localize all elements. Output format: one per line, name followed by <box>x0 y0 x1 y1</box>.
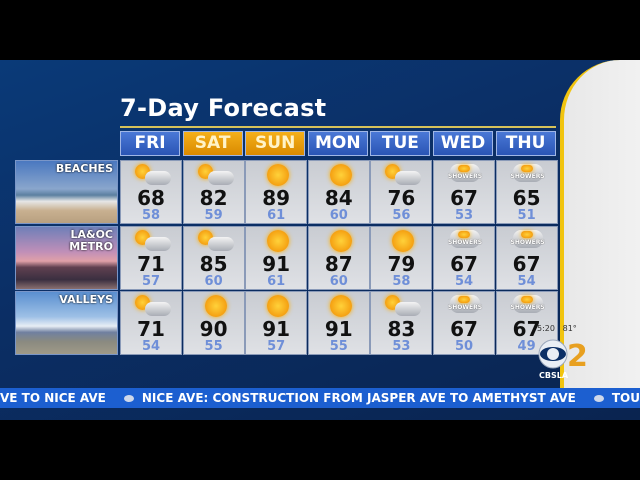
low-temp: 50 <box>454 339 474 354</box>
cbs-eye-icon <box>123 395 134 402</box>
title-divider <box>120 126 556 128</box>
high-temp: 67 <box>450 186 478 210</box>
side-panel <box>560 60 640 390</box>
logo-text: CBSLA <box>539 371 569 380</box>
high-temp: 71 <box>137 252 165 276</box>
cbs2-logo: 2 CBSLA <box>535 336 595 380</box>
forecast-cell: 90 55 <box>182 291 245 355</box>
showers-label: SHOWERS <box>510 304 545 311</box>
forecast-cell: 87 60 <box>307 226 370 290</box>
forecast-cell: 68 58 <box>120 160 182 224</box>
high-temp: 65 <box>512 186 541 210</box>
forecast-cell: 91 57 <box>245 291 308 355</box>
high-temp: 84 <box>324 186 353 210</box>
high-temp: 85 <box>199 252 228 276</box>
news-ticker: VE TO NICE AVE NICE AVE: CONSTRUCTION FRO… <box>0 388 640 408</box>
low-temp: 58 <box>392 274 411 289</box>
high-temp: 91 <box>262 252 291 276</box>
high-temp: 79 <box>387 252 416 276</box>
low-temp: 60 <box>329 208 348 223</box>
forecast-cell: 82 59 <box>182 160 245 224</box>
page-title: 7-Day Forecast <box>120 94 327 122</box>
low-temp: 54 <box>141 339 161 354</box>
low-temp: 61 <box>267 208 286 223</box>
low-temp: 55 <box>204 339 223 354</box>
high-temp: 83 <box>387 317 416 341</box>
high-temp: 91 <box>324 317 353 341</box>
forecast-cell: 84 60 <box>307 160 370 224</box>
forecast-cell: 83 53 <box>370 291 433 355</box>
high-temp: 89 <box>262 186 291 210</box>
channel-number: 2 <box>567 339 588 374</box>
low-temp: 60 <box>204 274 223 289</box>
day-header-thu: THU <box>495 131 556 156</box>
day-header-mon: MON <box>307 131 368 156</box>
forecast-cell: SHOWERS 67 53 <box>433 160 495 224</box>
showers-label: SHOWERS <box>510 173 545 180</box>
forecast-cell: 71 57 <box>120 226 182 290</box>
low-temp: 53 <box>454 208 474 223</box>
high-temp: 67 <box>450 252 478 276</box>
forecast-cell: 91 55 <box>307 291 370 355</box>
high-temp: 76 <box>387 186 416 210</box>
ticker-item: TOURMALINE <box>611 391 640 405</box>
cbs-eye-icon <box>593 395 604 402</box>
high-temp: 67 <box>512 252 541 276</box>
region-0: BEACHES <box>15 160 118 224</box>
low-temp: 61 <box>267 274 286 289</box>
low-temp: 56 <box>392 208 411 223</box>
forecast-cell: 79 58 <box>370 226 433 290</box>
time: 5:20 <box>537 324 555 333</box>
showers-label: SHOWERS <box>447 239 483 246</box>
forecast-cell: SHOWERS 67 54 <box>433 226 495 290</box>
high-temp: 82 <box>199 186 228 210</box>
forecast-cell: SHOWERS 67 50 <box>433 291 495 355</box>
region-1: LA&OC METRO <box>15 226 118 290</box>
high-temp: 68 <box>137 186 165 210</box>
forecast-graphic: 7-Day Forecast FRI SAT SUN MON TUE WED THU BEAC… <box>0 60 640 420</box>
high-temp: 67 <box>512 317 541 341</box>
day-header-fri: FRI <box>120 131 180 156</box>
low-temp: 54 <box>517 274 536 289</box>
region-label: BEACHES <box>55 162 113 175</box>
showers-label: SHOWERS <box>447 304 483 311</box>
forecast-cell: 85 60 <box>182 226 245 290</box>
high-temp: 67 <box>450 317 478 341</box>
low-temp: 53 <box>392 339 411 354</box>
low-temp: 57 <box>267 339 286 354</box>
low-temp: 57 <box>141 274 161 289</box>
showers-label: SHOWERS <box>447 173 483 180</box>
low-temp: 59 <box>204 208 223 223</box>
region-2: VALLEYS <box>15 291 118 355</box>
forecast-cell: 76 56 <box>370 160 433 224</box>
low-temp: 54 <box>454 274 474 289</box>
region-label: LA&OC METRO <box>69 228 113 253</box>
day-header-sun: SUN <box>245 131 306 156</box>
high-temp: 87 <box>324 252 353 276</box>
day-header-sat: SAT <box>182 131 243 156</box>
clock-temp: 5:20 81° <box>537 324 577 334</box>
day-header-tue: TUE <box>370 131 431 156</box>
ticker-item: VE TO NICE AVE <box>0 391 106 405</box>
low-temp: 60 <box>329 274 348 289</box>
day-header-wed: WED <box>433 131 493 156</box>
low-temp: 55 <box>329 339 348 354</box>
low-temp: 51 <box>517 208 536 223</box>
forecast-cell: 89 61 <box>245 160 308 224</box>
forecast-cell: SHOWERS 67 54 <box>495 226 558 290</box>
low-temp: 49 <box>517 339 536 354</box>
high-temp: 90 <box>199 317 228 341</box>
current-temp: 81° <box>562 324 577 333</box>
high-temp: 71 <box>137 317 165 341</box>
low-temp: 58 <box>141 208 161 223</box>
forecast-cell: 71 54 <box>120 291 182 355</box>
forecast-cell: SHOWERS 65 51 <box>495 160 558 224</box>
ticker-item: NICE AVE: CONSTRUCTION FROM JASPER AVE T… <box>141 391 576 405</box>
high-temp: 91 <box>262 317 291 341</box>
showers-label: SHOWERS <box>510 239 545 246</box>
forecast-cell: 91 61 <box>245 226 308 290</box>
region-label: VALLEYS <box>59 293 113 306</box>
